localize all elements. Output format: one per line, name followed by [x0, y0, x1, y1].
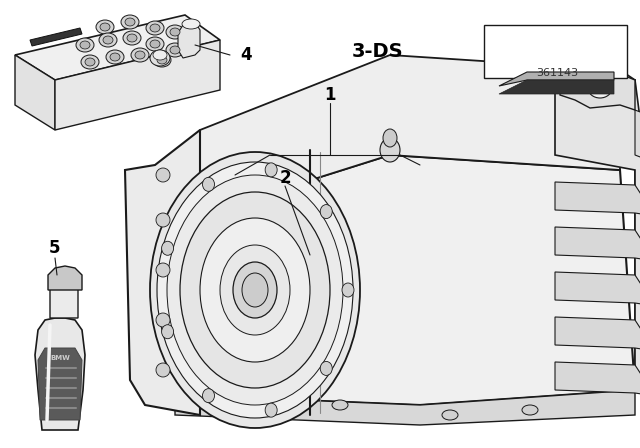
Ellipse shape	[76, 38, 94, 52]
Text: 1: 1	[324, 86, 336, 104]
Text: BMW: BMW	[50, 355, 70, 361]
Ellipse shape	[156, 263, 170, 277]
Polygon shape	[55, 40, 220, 130]
Ellipse shape	[383, 129, 397, 147]
Ellipse shape	[332, 400, 348, 410]
Polygon shape	[175, 155, 635, 405]
Ellipse shape	[125, 18, 135, 26]
Ellipse shape	[233, 262, 277, 318]
Polygon shape	[635, 110, 640, 160]
Ellipse shape	[156, 363, 170, 377]
Polygon shape	[15, 55, 55, 130]
Ellipse shape	[157, 162, 353, 418]
Ellipse shape	[167, 175, 343, 405]
Ellipse shape	[99, 33, 117, 47]
Ellipse shape	[265, 163, 277, 177]
Text: 4: 4	[240, 46, 252, 64]
Ellipse shape	[320, 205, 332, 219]
Polygon shape	[560, 70, 635, 110]
Ellipse shape	[123, 31, 141, 45]
Ellipse shape	[150, 50, 170, 66]
Polygon shape	[30, 28, 82, 46]
Polygon shape	[15, 15, 220, 80]
Ellipse shape	[182, 19, 200, 29]
Ellipse shape	[342, 283, 354, 297]
Bar	[484, 25, 627, 78]
Ellipse shape	[103, 36, 113, 44]
Ellipse shape	[110, 53, 120, 61]
Ellipse shape	[170, 46, 180, 54]
Ellipse shape	[162, 241, 173, 255]
Ellipse shape	[200, 218, 310, 362]
Polygon shape	[555, 75, 640, 390]
Ellipse shape	[85, 58, 95, 66]
Ellipse shape	[121, 15, 139, 29]
Text: 5: 5	[49, 239, 61, 257]
Polygon shape	[175, 390, 635, 425]
Ellipse shape	[320, 362, 332, 375]
Polygon shape	[38, 348, 82, 420]
Polygon shape	[125, 130, 310, 415]
Ellipse shape	[146, 21, 164, 35]
Polygon shape	[35, 318, 85, 430]
Text: 361143: 361143	[536, 68, 578, 78]
Polygon shape	[178, 22, 200, 58]
Ellipse shape	[127, 34, 137, 42]
Polygon shape	[555, 317, 640, 350]
Ellipse shape	[220, 245, 290, 335]
Polygon shape	[200, 55, 620, 215]
Ellipse shape	[150, 24, 160, 32]
Ellipse shape	[81, 55, 99, 69]
Ellipse shape	[96, 20, 114, 34]
Polygon shape	[50, 278, 78, 318]
Ellipse shape	[170, 28, 180, 36]
Ellipse shape	[100, 23, 110, 31]
Ellipse shape	[146, 37, 164, 51]
Polygon shape	[48, 266, 82, 290]
Ellipse shape	[166, 25, 184, 39]
Ellipse shape	[80, 41, 90, 49]
Ellipse shape	[166, 43, 184, 57]
Ellipse shape	[106, 50, 124, 64]
Polygon shape	[620, 70, 640, 390]
Text: 2: 2	[279, 169, 291, 187]
Ellipse shape	[156, 168, 170, 182]
Ellipse shape	[162, 325, 173, 339]
Ellipse shape	[380, 138, 400, 162]
Ellipse shape	[157, 56, 167, 64]
Ellipse shape	[202, 177, 214, 191]
Polygon shape	[499, 80, 614, 94]
Ellipse shape	[150, 40, 160, 48]
Ellipse shape	[202, 389, 214, 403]
Text: 3-DS: 3-DS	[352, 42, 404, 61]
Polygon shape	[555, 362, 640, 395]
Ellipse shape	[153, 53, 171, 67]
Polygon shape	[555, 227, 640, 260]
Ellipse shape	[588, 78, 612, 98]
Polygon shape	[555, 272, 640, 305]
Ellipse shape	[135, 51, 145, 59]
Ellipse shape	[150, 152, 360, 428]
Ellipse shape	[131, 48, 149, 62]
Polygon shape	[499, 72, 614, 86]
Ellipse shape	[156, 213, 170, 227]
Ellipse shape	[180, 192, 330, 388]
Ellipse shape	[242, 273, 268, 307]
Polygon shape	[555, 182, 640, 215]
Ellipse shape	[442, 410, 458, 420]
Ellipse shape	[156, 313, 170, 327]
Ellipse shape	[265, 403, 277, 417]
Ellipse shape	[522, 405, 538, 415]
Ellipse shape	[153, 50, 167, 60]
